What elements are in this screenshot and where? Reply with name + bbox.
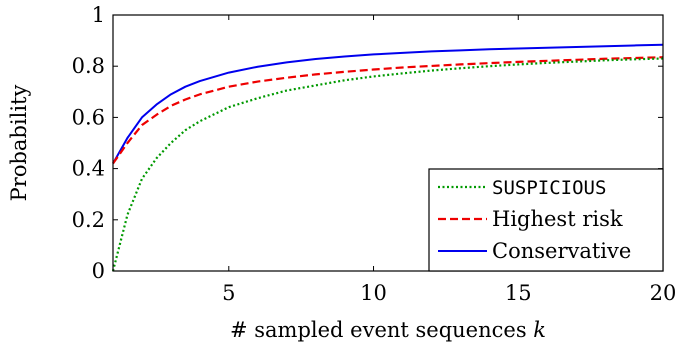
legend-entry: Conservative: [492, 239, 631, 263]
legend-entry: SUSPICIOUS: [492, 177, 606, 199]
legend-entry: Highest risk: [492, 207, 623, 231]
x-tick-label: 15: [505, 281, 532, 305]
series-group: [111, 43, 664, 272]
y-tick-label: 1: [92, 3, 105, 27]
y-axis-label: Probability: [7, 85, 31, 202]
x-tick-label: 10: [360, 281, 387, 305]
legend: SUSPICIOUS Highest risk Conservative: [428, 168, 664, 272]
series-line-suspicious: [111, 57, 664, 272]
y-axis-ticks: 0 0.2 0.4 0.6 0.8 1: [72, 3, 663, 283]
y-tick-label: 0.8: [72, 54, 105, 78]
y-tick-label: 0: [92, 259, 105, 283]
y-tick-label: 0.6: [72, 105, 105, 129]
plot-frame: [112, 14, 664, 272]
series-line-conservative: [112, 43, 664, 164]
x-axis-label-text: # sampled event sequences: [230, 318, 527, 342]
y-tick-label: 0.4: [72, 157, 105, 181]
x-axis-label: # sampled event sequences k: [230, 318, 546, 342]
x-tick-label: 5: [222, 281, 235, 305]
x-axis-label-variable: k: [533, 318, 546, 342]
x-tick-label: 20: [650, 281, 675, 305]
series-line-highest-risk: [112, 56, 664, 165]
y-tick-label: 0.2: [72, 208, 105, 232]
